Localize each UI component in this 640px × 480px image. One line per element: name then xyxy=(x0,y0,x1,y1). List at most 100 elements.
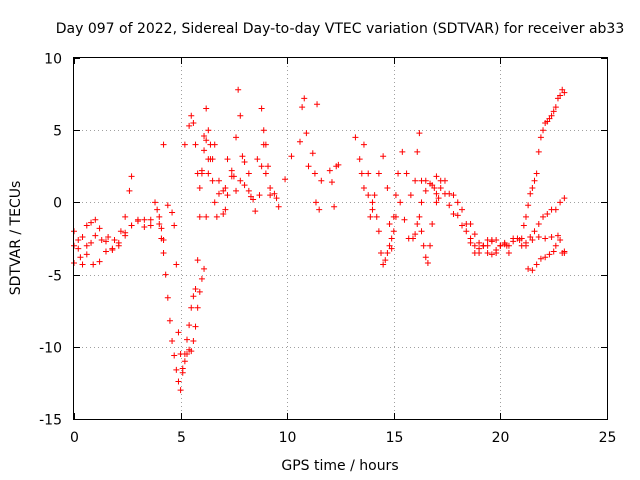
data-point xyxy=(552,104,559,111)
data-point xyxy=(540,213,547,220)
data-point xyxy=(467,221,474,228)
data-point xyxy=(265,163,272,170)
data-point xyxy=(371,192,378,199)
data-point xyxy=(241,158,248,165)
data-point xyxy=(222,184,229,191)
data-point xyxy=(162,271,169,278)
data-point xyxy=(262,141,269,148)
x-axis-label: GPS time / hours xyxy=(281,458,398,474)
data-point xyxy=(79,261,86,268)
data-point xyxy=(358,170,365,177)
data-point xyxy=(173,366,180,373)
data-point xyxy=(267,184,274,191)
data-point xyxy=(175,378,182,385)
data-point xyxy=(128,222,135,229)
plot-frame xyxy=(73,57,608,420)
y-tick-label: -15 xyxy=(39,413,62,429)
data-point xyxy=(179,365,186,372)
data-point xyxy=(365,192,372,199)
data-point xyxy=(203,137,210,144)
data-point xyxy=(557,92,564,99)
data-point xyxy=(535,221,542,228)
data-point xyxy=(360,184,367,191)
data-point xyxy=(262,170,269,177)
data-point xyxy=(542,235,549,242)
data-point xyxy=(388,235,395,242)
y-tick-label: -5 xyxy=(48,269,62,285)
series-track-f xyxy=(215,127,274,217)
data-point xyxy=(409,235,416,242)
data-point xyxy=(164,202,171,209)
data-point xyxy=(173,261,180,268)
data-point xyxy=(154,206,161,213)
data-point xyxy=(314,101,321,108)
data-point xyxy=(194,304,201,311)
data-point xyxy=(459,222,466,229)
data-point xyxy=(237,112,244,119)
data-point xyxy=(239,153,246,160)
data-point xyxy=(484,249,491,256)
data-point xyxy=(518,242,525,249)
data-point xyxy=(109,247,116,254)
data-point xyxy=(441,177,448,184)
data-point xyxy=(535,148,542,155)
data-point xyxy=(158,225,165,232)
data-point xyxy=(550,248,557,255)
data-point xyxy=(493,247,500,254)
series-track-l xyxy=(467,195,568,258)
data-point xyxy=(429,182,436,189)
data-point xyxy=(305,163,312,170)
data-point xyxy=(467,235,474,242)
data-point xyxy=(335,161,342,168)
data-point xyxy=(205,127,212,134)
data-point xyxy=(79,234,86,241)
data-point xyxy=(537,134,544,141)
data-point xyxy=(412,177,419,184)
data-point xyxy=(194,257,201,264)
data-point xyxy=(152,199,159,206)
data-point xyxy=(171,222,178,229)
data-point xyxy=(186,122,193,129)
series-track-d xyxy=(160,105,216,372)
data-point xyxy=(96,258,103,265)
data-point xyxy=(380,261,387,268)
data-point xyxy=(98,236,105,243)
series-track-i xyxy=(360,141,442,268)
data-point xyxy=(192,141,199,148)
data-point xyxy=(557,199,564,206)
data-point xyxy=(420,242,427,249)
data-point xyxy=(188,348,195,355)
x-tick-label: 25 xyxy=(599,430,617,446)
data-point xyxy=(546,251,553,258)
data-point xyxy=(454,212,461,219)
series-track-n xyxy=(525,236,568,274)
data-point xyxy=(373,213,380,220)
data-point xyxy=(416,213,423,220)
data-point xyxy=(437,184,444,191)
data-point xyxy=(520,222,527,229)
data-point xyxy=(301,95,308,102)
y-tick-label: 10 xyxy=(44,52,62,68)
data-point xyxy=(550,108,557,115)
data-point xyxy=(169,209,176,216)
data-point xyxy=(561,195,568,202)
series-track-m xyxy=(518,86,568,242)
data-point xyxy=(397,199,404,206)
data-point xyxy=(247,193,254,200)
data-point xyxy=(102,238,109,245)
data-point xyxy=(164,294,171,301)
series-track-g xyxy=(271,95,342,213)
data-point xyxy=(412,231,419,238)
data-point xyxy=(369,206,376,213)
data-point xyxy=(463,228,470,235)
data-point xyxy=(196,184,203,191)
data-point xyxy=(309,150,316,157)
data-point xyxy=(254,156,261,163)
data-point xyxy=(75,245,82,252)
data-point xyxy=(392,192,399,199)
data-point xyxy=(111,236,118,243)
data-point xyxy=(537,255,544,262)
data-point xyxy=(352,134,359,141)
data-point xyxy=(527,234,534,241)
data-point xyxy=(88,219,95,226)
